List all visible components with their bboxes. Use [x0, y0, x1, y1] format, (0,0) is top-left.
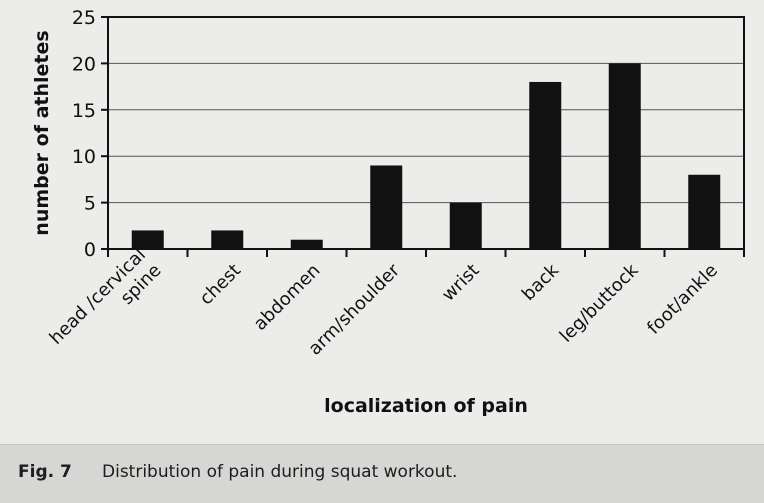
category-label-4: wrist	[438, 260, 484, 306]
figure-caption-text: Distribution of pain during squat workou…	[102, 462, 458, 482]
bar-6	[608, 63, 641, 250]
y-tick-label: 20	[72, 53, 96, 75]
grid-lines	[108, 62, 744, 204]
bar-1	[211, 230, 244, 249]
y-axis-title: number of athletes	[31, 30, 53, 235]
category-label-line: abdomen	[250, 260, 325, 335]
bar-2	[290, 239, 323, 249]
figure-caption-label: Fig. 7	[18, 462, 72, 482]
y-tick-label: 25	[72, 7, 96, 29]
y-axis-ticks: 0 5 10 15 20 25	[72, 7, 108, 261]
x-axis-ticks	[107, 249, 745, 257]
category-label-line: back	[518, 260, 564, 306]
category-label-2: abdomen	[250, 260, 325, 335]
category-label-line: leg/buttock	[556, 260, 643, 347]
y-tick-label: 10	[72, 146, 96, 168]
x-axis-title: localization of pain	[324, 395, 528, 417]
category-label-6: leg/buttock	[556, 260, 643, 347]
bar-3	[370, 165, 403, 249]
category-label-line: chest	[196, 260, 245, 309]
category-label-7: foot/ankle	[643, 260, 722, 339]
y-tick-label: 15	[72, 100, 96, 122]
category-label-5: back	[518, 260, 564, 306]
y-tick-label: 5	[84, 193, 96, 215]
bar-5	[529, 81, 562, 250]
plot-frame	[107, 16, 745, 250]
bar-0	[131, 230, 164, 249]
y-tick-label: 0	[84, 239, 96, 261]
bar-4	[449, 202, 482, 249]
bars	[131, 63, 721, 250]
category-label-line: foot/ankle	[643, 260, 722, 339]
category-label-1: chest	[196, 260, 245, 309]
category-label-line: wrist	[438, 260, 484, 306]
bar-7	[688, 174, 721, 249]
caption-bar	[0, 444, 764, 503]
